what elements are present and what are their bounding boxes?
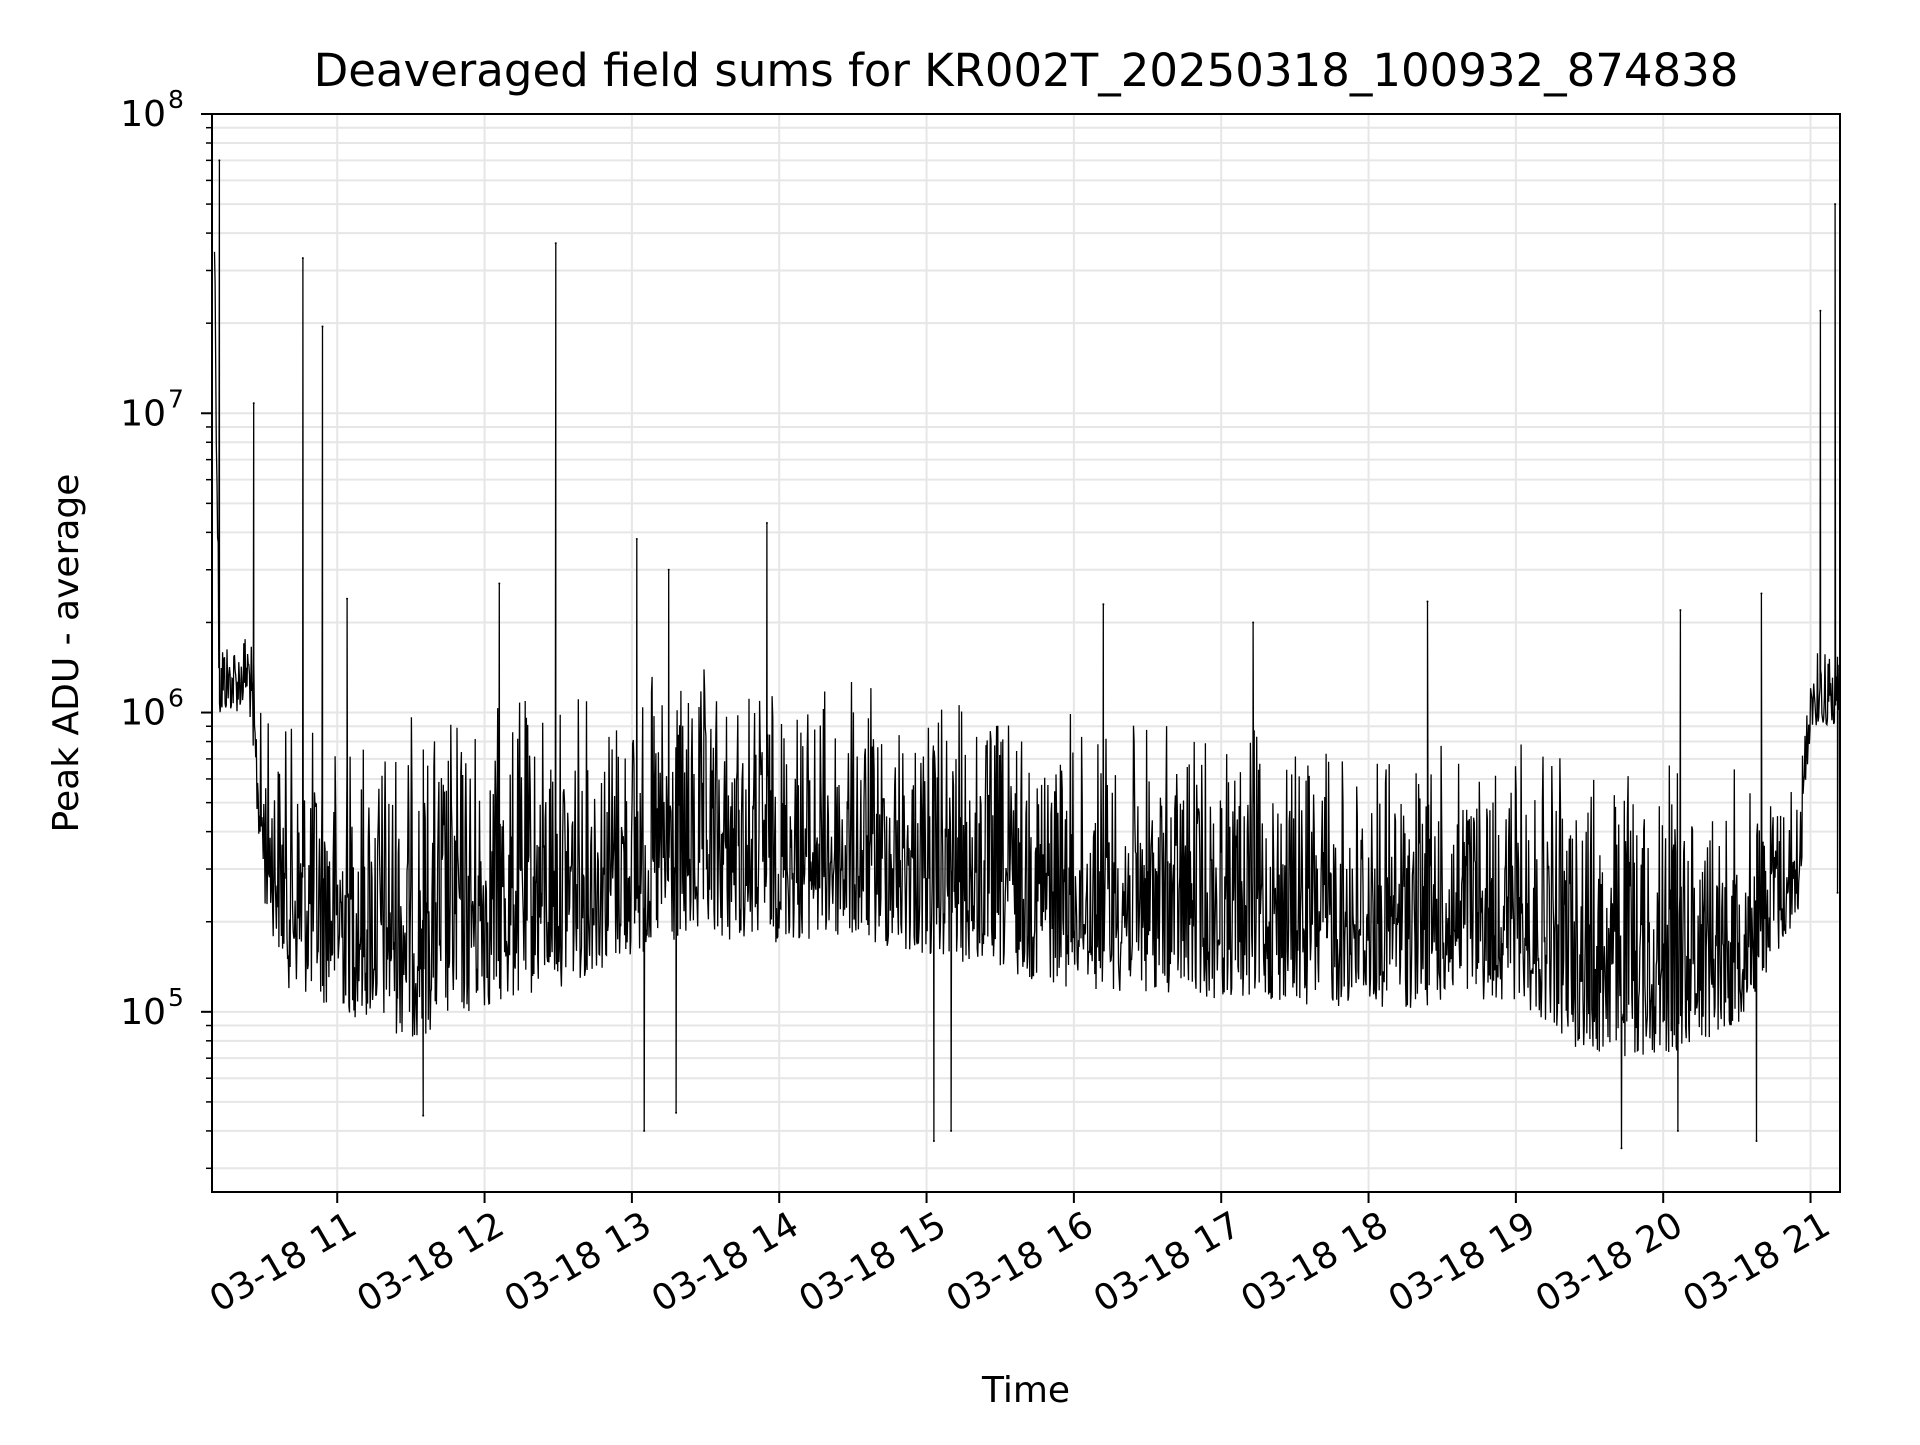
spike-point	[1834, 203, 1837, 206]
dip-point	[932, 1140, 935, 1143]
dip-point	[1836, 891, 1839, 894]
chart-title: Deaveraged field sums for KR002T_2025031…	[314, 44, 1739, 97]
spike-point	[765, 521, 768, 524]
spike-point	[667, 568, 670, 571]
spike-point	[554, 242, 557, 245]
y-tick-label: 10	[120, 94, 166, 135]
y-tick-label: 10	[120, 992, 166, 1033]
spike-point	[1679, 609, 1682, 612]
y-tick-exponent: 8	[168, 85, 184, 114]
spike-point	[218, 159, 221, 162]
spike-point	[301, 257, 304, 260]
spike-point	[321, 325, 324, 328]
data-series	[213, 159, 1841, 1150]
y-tick-label: 10	[120, 393, 166, 434]
spike-point	[498, 582, 501, 585]
y-tick-exponent: 6	[168, 684, 184, 713]
series-line	[213, 160, 1841, 1149]
spike-point	[1819, 309, 1822, 312]
spike-point	[346, 597, 349, 600]
y-tick-label: 10	[120, 693, 166, 734]
spike-point	[1426, 600, 1429, 603]
spike-point	[1102, 603, 1105, 606]
dip-point	[643, 1129, 646, 1132]
dip-point	[675, 1111, 678, 1114]
dip-point	[1620, 1147, 1623, 1150]
plot-frame	[211, 113, 1841, 1193]
spike-point	[635, 538, 638, 541]
spike-point	[1252, 621, 1255, 624]
spike-point	[1760, 592, 1763, 595]
dip-point	[1755, 1140, 1758, 1143]
x-axis-label: Time	[981, 1370, 1070, 1411]
y-tick-exponent: 5	[168, 983, 184, 1012]
dip-point	[1676, 1129, 1679, 1132]
dip-point	[422, 1114, 425, 1117]
y-axis-label: Peak ADU - average	[46, 474, 87, 833]
spike-point	[252, 402, 255, 405]
y-tick-exponent: 7	[168, 384, 184, 413]
dip-point	[950, 1129, 953, 1132]
grid-lines	[212, 113, 1840, 1192]
